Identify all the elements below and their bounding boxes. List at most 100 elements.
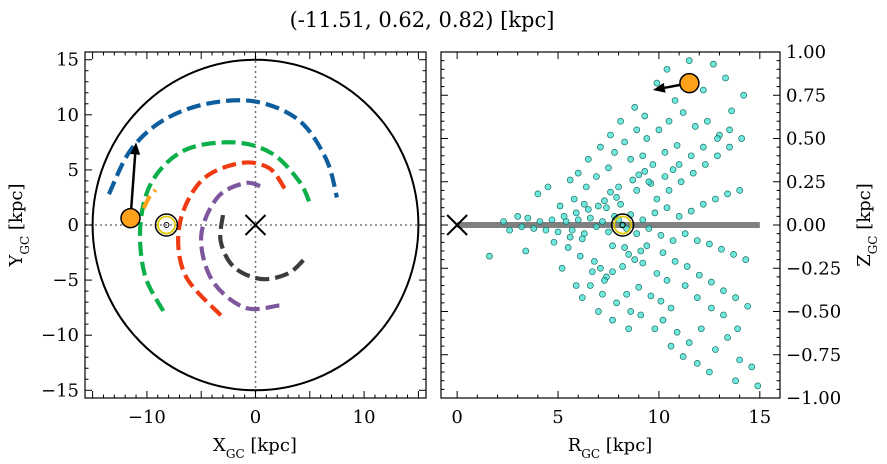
scatter-point — [651, 209, 659, 217]
right-panel-rz-scatter: 0 5 10 15 −1.00 −0.75 −0.50 −0.25 0.00 0.25 0.50 0.… — [440, 42, 880, 461]
scatter-point — [584, 206, 592, 213]
scatter-point — [754, 382, 762, 390]
spiral-arm-5 — [218, 214, 306, 282]
scatter-point — [641, 112, 649, 120]
scatter-point — [693, 360, 701, 367]
x-tick-label: 15 — [748, 407, 771, 428]
scatter-point — [603, 204, 610, 212]
sun-yellow-ring — [157, 215, 176, 235]
scatter-point — [726, 143, 733, 151]
scatter-point — [637, 311, 645, 319]
spiral-arm-3 — [199, 180, 280, 312]
velocity-arrow-head — [130, 142, 141, 155]
scatter-point — [720, 287, 727, 295]
y-tick-label: 10 — [56, 105, 79, 126]
scatter-point — [570, 195, 578, 203]
spiral-arm-1 — [137, 140, 312, 312]
scatter-point — [708, 304, 715, 312]
scatter-point — [611, 148, 618, 156]
scatter-point — [659, 316, 667, 324]
scatter-point — [706, 368, 713, 376]
scatter-point — [699, 200, 707, 208]
y-tick-label: −15 — [41, 380, 79, 401]
y-tick-label: −0.75 — [786, 345, 841, 366]
scatter-point — [593, 223, 600, 231]
scatter-point — [669, 166, 677, 173]
figure-title: (-11.51, 0.62, 0.82) [kpc] — [290, 8, 555, 32]
scatter-point — [582, 183, 590, 191]
scatter-point — [578, 294, 586, 302]
scatter-point — [671, 257, 679, 265]
right-y-axis-label: ZGC [kpc] — [854, 183, 880, 267]
scatter-point — [595, 308, 602, 315]
scatter-point — [572, 209, 580, 217]
scatter-point — [621, 138, 628, 146]
scatter-point — [665, 117, 673, 125]
y-tick-label: 0.75 — [786, 85, 826, 106]
scatter-point — [631, 104, 639, 111]
scatter-point — [681, 282, 689, 289]
left-panel-xy-map: −10 0 10 −15 −10 −5 0 5 10 15 XGC [kpc] YGC [kpc] — [6, 50, 427, 461]
scatter-point — [548, 216, 556, 224]
scatter-point — [649, 161, 657, 168]
scatter-point — [647, 292, 655, 300]
scatter-point — [613, 299, 620, 307]
scatter-point — [635, 283, 643, 291]
y-tick-label: −1.00 — [786, 388, 841, 409]
scatter-point — [657, 297, 665, 305]
scatter-point — [621, 244, 628, 251]
scatter-point — [556, 202, 564, 210]
scatter-point — [736, 356, 743, 364]
scatter-point — [671, 97, 679, 104]
scatter-point — [611, 213, 618, 220]
left-y-axis-label: YGC [kpc] — [6, 184, 32, 268]
sun-center-dot — [163, 222, 170, 228]
scatter-point — [639, 259, 647, 267]
scatter-point — [601, 197, 608, 205]
scatter-point — [542, 226, 550, 234]
object-marker — [679, 72, 700, 94]
scatter-point — [576, 252, 584, 260]
scatter-point — [554, 228, 562, 236]
scatter-point — [588, 268, 596, 276]
scatter-point — [586, 282, 594, 289]
scatter-point — [597, 143, 604, 151]
scatter-point — [627, 155, 635, 163]
scatter-point — [645, 178, 653, 186]
scatter-point — [722, 74, 729, 82]
scatter-point — [718, 245, 725, 253]
scatter-point — [689, 169, 697, 177]
scatter-point — [685, 339, 693, 346]
galaxy-boundary-circle — [91, 58, 420, 392]
scatter-point — [724, 190, 731, 198]
scatter-point — [619, 263, 626, 270]
scatter-point — [732, 294, 739, 302]
x-tick-label: 10 — [647, 407, 670, 428]
scatter-point — [726, 126, 733, 134]
sun-center-dot — [619, 222, 626, 228]
scatter-point — [708, 278, 715, 286]
scatter-point — [586, 214, 594, 222]
scatter-point — [558, 264, 566, 272]
scatter-point — [625, 325, 633, 333]
scatter-point — [704, 117, 711, 125]
scatter-point — [580, 200, 588, 208]
scatter-point — [645, 225, 653, 232]
scatter-point — [683, 263, 691, 270]
scatter-point — [584, 155, 592, 163]
scatter-point — [657, 232, 665, 239]
scatter-point — [714, 152, 721, 160]
scatter-point — [653, 195, 661, 203]
scatter-point — [661, 173, 669, 180]
scatter-point — [673, 142, 681, 149]
y-tick-label: 0.00 — [786, 215, 826, 236]
scatter-point — [693, 237, 701, 244]
scatter-point — [566, 176, 574, 184]
scatter-point — [742, 256, 750, 263]
scatter-point — [514, 213, 522, 220]
scatter-point — [625, 251, 633, 258]
scatter-point — [673, 328, 681, 336]
scatter-point — [748, 363, 756, 371]
scatter-point — [633, 187, 641, 194]
scatter-point — [714, 135, 721, 142]
